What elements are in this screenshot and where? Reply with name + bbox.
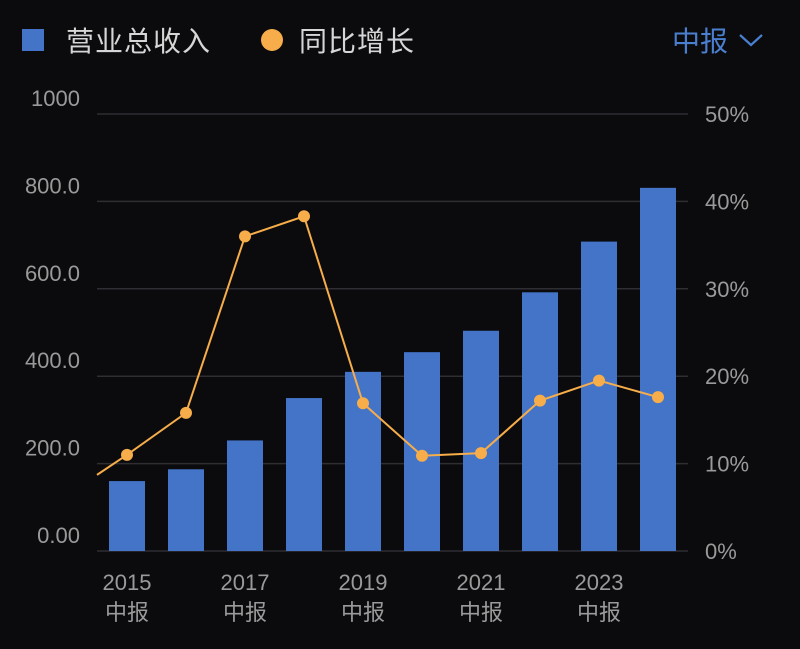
growth-point — [239, 230, 251, 243]
left-tick-label: 200.0 — [25, 436, 80, 461]
growth-point — [475, 447, 487, 460]
growth-point — [298, 210, 310, 223]
left-tick-label: 0.00 — [37, 523, 80, 548]
x-tick-year: 2023 — [575, 570, 624, 595]
x-tick-period: 中报 — [577, 600, 621, 625]
legend-label-growth: 同比增长 — [299, 25, 416, 58]
growth-point — [593, 374, 605, 387]
bar — [227, 440, 263, 551]
x-tick-period: 中报 — [341, 600, 385, 625]
bar — [286, 398, 322, 551]
x-tick-year: 2017 — [221, 570, 270, 595]
chart-legend: 营业总收入 同比增长 — [22, 18, 465, 62]
bar — [463, 330, 499, 551]
left-tick-label: 600.0 — [25, 261, 80, 286]
bar — [581, 241, 617, 551]
growth-point — [652, 391, 664, 404]
left-tick-label: 1000 — [31, 86, 80, 111]
revenue-square-icon — [22, 29, 44, 51]
right-tick-label: 50% — [705, 102, 749, 127]
right-tick-label: 40% — [705, 189, 749, 214]
bar — [168, 469, 204, 551]
left-tick-label: 800.0 — [25, 173, 80, 198]
x-tick-period: 中报 — [105, 600, 149, 625]
bar — [109, 481, 145, 551]
x-tick-year: 2019 — [339, 570, 388, 595]
period-selector-label: 中报 — [671, 25, 728, 58]
chevron-down-icon — [739, 34, 763, 47]
growth-dot-icon — [261, 29, 284, 51]
bar — [522, 292, 558, 551]
right-tick-label: 30% — [705, 277, 749, 302]
growth-point — [121, 448, 133, 461]
x-tick-year: 2015 — [103, 570, 152, 595]
x-tick-period: 中报 — [459, 600, 503, 625]
right-tick-label: 0% — [705, 539, 737, 564]
legend-item-revenue[interactable]: 营业总收入 — [22, 20, 211, 60]
growth-point — [357, 397, 369, 410]
growth-point — [180, 406, 192, 419]
growth-point — [534, 394, 546, 407]
legend-item-growth[interactable]: 同比增长 — [261, 20, 415, 60]
left-tick-label: 400.0 — [25, 348, 80, 373]
bar — [640, 187, 676, 551]
legend-label-revenue: 营业总收入 — [66, 25, 212, 58]
right-tick-label: 10% — [705, 452, 749, 477]
growth-point — [416, 449, 428, 462]
x-tick-period: 中报 — [223, 600, 267, 625]
period-selector[interactable]: 中报 — [672, 18, 764, 62]
right-tick-label: 20% — [705, 364, 749, 389]
x-tick-year: 2021 — [457, 570, 506, 595]
